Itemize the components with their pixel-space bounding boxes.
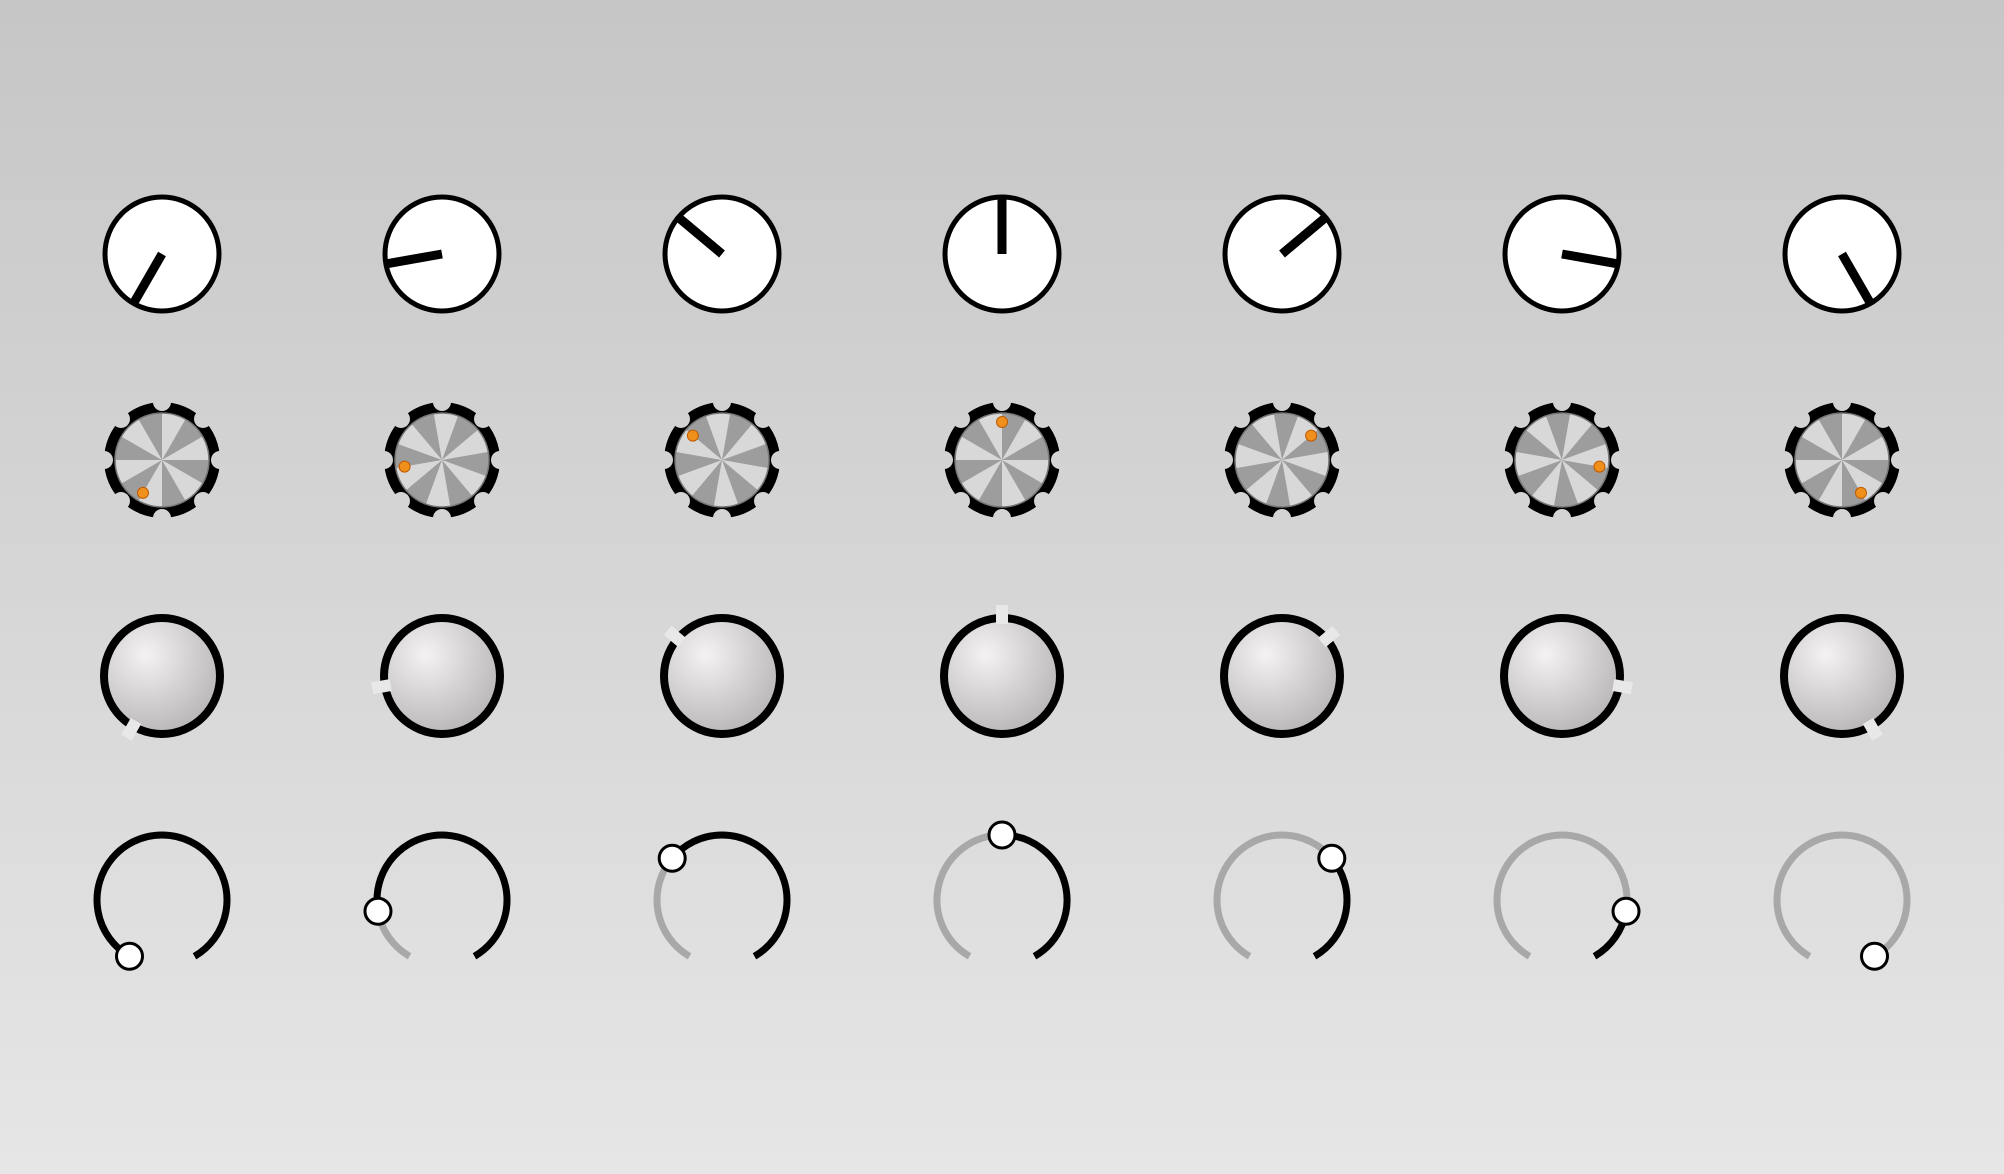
arc-slider-icon bbox=[653, 831, 791, 960]
arc-handle[interactable] bbox=[115, 941, 144, 971]
arc-handle[interactable] bbox=[1611, 896, 1641, 926]
pointer-dial-icon bbox=[102, 194, 222, 314]
indicator-dot bbox=[137, 486, 149, 499]
pointer-line bbox=[1838, 251, 1875, 306]
arc-slider-knob[interactable] bbox=[653, 831, 791, 960]
ring-knob[interactable] bbox=[1220, 614, 1344, 738]
ring-marker bbox=[371, 679, 392, 695]
ring-knob[interactable] bbox=[371, 614, 504, 738]
ring-marker bbox=[121, 718, 142, 741]
gear-knob-icon bbox=[1224, 402, 1340, 518]
arc-handle[interactable] bbox=[987, 820, 1017, 850]
ring-knob[interactable] bbox=[1780, 614, 1904, 741]
pointer-knob[interactable] bbox=[102, 194, 222, 314]
arc-slider-icon bbox=[93, 831, 231, 971]
arc-slider-icon bbox=[1493, 831, 1641, 960]
metal-gear-knob[interactable] bbox=[1504, 402, 1620, 518]
ring-knob[interactable] bbox=[100, 614, 224, 741]
ring-marker bbox=[663, 625, 687, 648]
pointer-line bbox=[1279, 213, 1329, 258]
arc-handle[interactable] bbox=[657, 843, 687, 873]
pointer-dial-icon bbox=[1222, 194, 1342, 314]
arc-track-remaining bbox=[1312, 855, 1351, 960]
ring-knob-icon bbox=[1780, 614, 1904, 741]
indicator-dot bbox=[686, 429, 699, 442]
arc-track-filled bbox=[1213, 831, 1335, 960]
pointer-knob[interactable] bbox=[1502, 194, 1622, 314]
arc-track-remaining bbox=[93, 831, 231, 960]
arc-slider-icon bbox=[1213, 831, 1351, 960]
pointer-dial-icon bbox=[942, 194, 1062, 314]
ring-marker bbox=[1317, 625, 1341, 648]
pointer-knob[interactable] bbox=[942, 194, 1062, 314]
gear-knob-icon bbox=[104, 402, 220, 518]
pointer-dial-icon bbox=[1782, 194, 1902, 314]
arc-track-filled bbox=[653, 855, 692, 960]
pointer-knob[interactable] bbox=[1222, 194, 1342, 314]
pointer-dial-icon bbox=[1502, 194, 1622, 314]
ring-knob-icon bbox=[1220, 614, 1344, 738]
pointer-line bbox=[129, 251, 166, 306]
ring-marker bbox=[1612, 679, 1633, 695]
indicator-dot bbox=[1305, 429, 1318, 442]
pointer-dial-icon bbox=[662, 194, 782, 314]
metal-gear-knob[interactable] bbox=[1778, 396, 1906, 524]
arc-handle[interactable] bbox=[363, 896, 393, 926]
arc-slider-knob[interactable] bbox=[1493, 831, 1641, 960]
arc-slider-icon bbox=[933, 820, 1071, 960]
gear-knob-icon bbox=[1504, 402, 1620, 518]
arc-track-remaining bbox=[669, 831, 791, 960]
arc-track-filled bbox=[933, 831, 1003, 960]
arc-slider-knob[interactable] bbox=[363, 831, 511, 960]
ring-knob-icon bbox=[371, 614, 504, 738]
ring-knob-icon bbox=[940, 605, 1064, 738]
pointer-line bbox=[1561, 249, 1619, 269]
ring-knob-icon bbox=[660, 614, 784, 738]
gear-knob-icon bbox=[944, 402, 1060, 518]
pointer-knob[interactable] bbox=[662, 194, 782, 314]
ring-knob-icon bbox=[1500, 614, 1633, 738]
indicator-dot bbox=[996, 416, 1008, 428]
metal-gear-knob[interactable] bbox=[1216, 394, 1348, 526]
arc-track-filled bbox=[1773, 831, 1911, 960]
arc-track-filled bbox=[1493, 831, 1631, 960]
arc-track-remaining bbox=[373, 831, 511, 960]
arc-track-remaining bbox=[1001, 831, 1071, 960]
arc-slider-knob[interactable] bbox=[1773, 831, 1911, 971]
arc-handle[interactable] bbox=[1860, 941, 1889, 971]
metal-gear-knob[interactable] bbox=[944, 402, 1060, 518]
pointer-knob[interactable] bbox=[382, 194, 502, 314]
gear-knob-icon bbox=[1784, 402, 1900, 518]
pointer-line bbox=[675, 213, 725, 258]
arc-slider-icon bbox=[363, 831, 511, 960]
arc-slider-knob[interactable] bbox=[1213, 831, 1351, 960]
metal-gear-knob[interactable] bbox=[656, 394, 788, 526]
arc-slider-knob[interactable] bbox=[933, 820, 1071, 960]
pointer-line bbox=[385, 249, 443, 269]
arc-slider-knob[interactable] bbox=[93, 831, 231, 971]
gear-knob-icon bbox=[664, 402, 780, 518]
ring-knob[interactable] bbox=[1500, 614, 1633, 738]
ring-knob[interactable] bbox=[940, 605, 1064, 738]
indicator-dot bbox=[1855, 486, 1867, 499]
gear-knob-icon bbox=[384, 402, 500, 518]
metal-gear-knob[interactable] bbox=[98, 396, 226, 524]
pointer-dial-icon bbox=[382, 194, 502, 314]
arc-handle[interactable] bbox=[1317, 843, 1347, 873]
indicator-dot bbox=[398, 460, 411, 473]
ring-knob-icon bbox=[100, 614, 224, 741]
ring-marker bbox=[1862, 718, 1883, 741]
pointer-knob[interactable] bbox=[1782, 194, 1902, 314]
indicator-dot bbox=[1593, 460, 1606, 473]
arc-slider-icon bbox=[1773, 831, 1911, 971]
metal-gear-knob[interactable] bbox=[384, 402, 500, 518]
ring-knob[interactable] bbox=[660, 614, 784, 738]
